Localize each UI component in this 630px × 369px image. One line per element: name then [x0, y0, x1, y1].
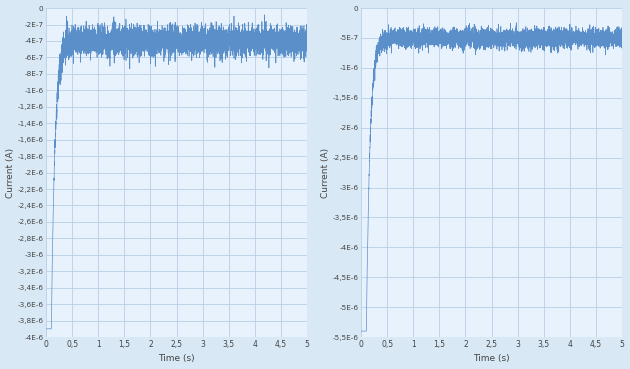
Y-axis label: Current (A): Current (A)	[6, 148, 14, 198]
Y-axis label: Current (A): Current (A)	[321, 148, 329, 198]
X-axis label: Time (s): Time (s)	[158, 355, 195, 363]
X-axis label: Time (s): Time (s)	[473, 355, 510, 363]
